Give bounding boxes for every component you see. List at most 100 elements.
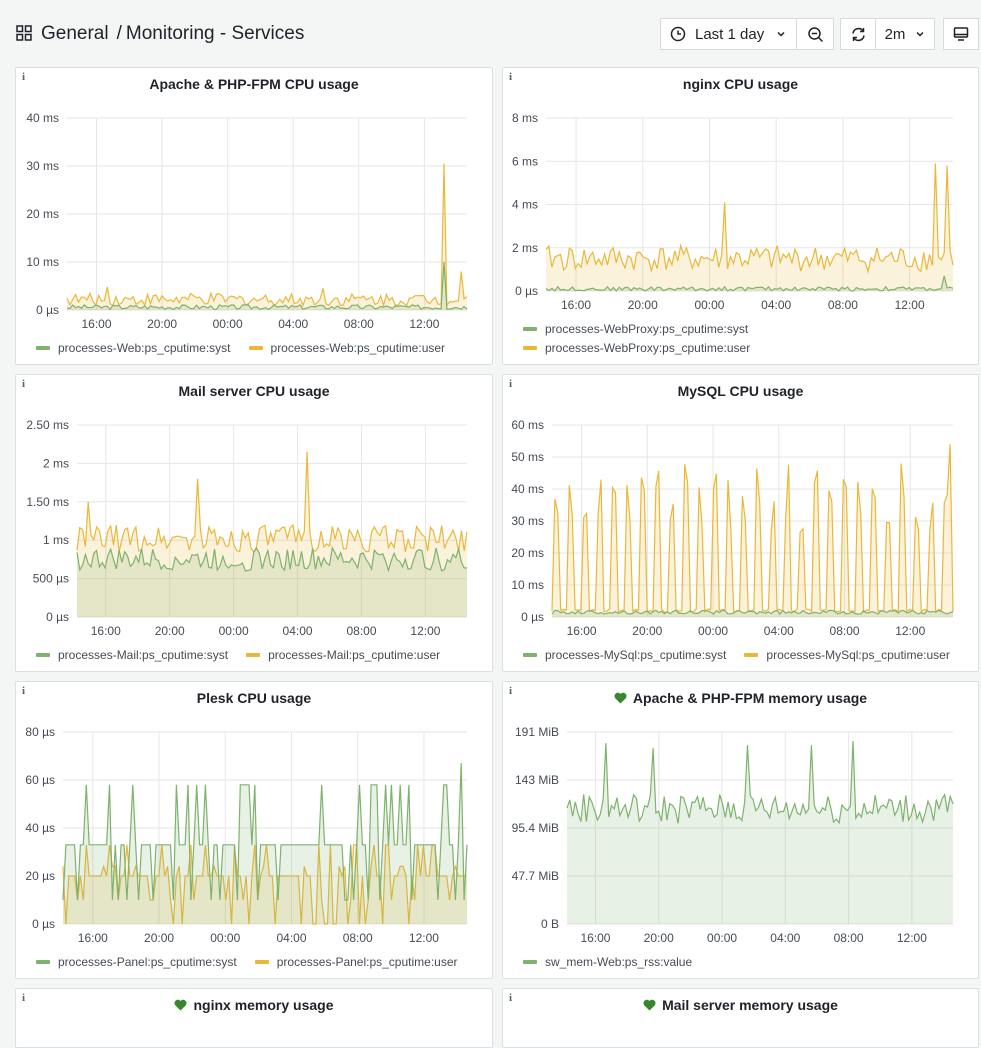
y-tick-label: 30 ms bbox=[26, 159, 59, 173]
tv-mode-button[interactable] bbox=[943, 18, 979, 50]
x-tick-label: 08:00 bbox=[344, 317, 374, 331]
panel-info-icon[interactable]: i bbox=[22, 992, 26, 1004]
y-tick-label: 6 ms bbox=[512, 154, 538, 168]
y-tick-label: 40 µs bbox=[25, 821, 55, 835]
x-tick-label: 20:00 bbox=[147, 317, 177, 331]
legend-item[interactable]: processes-MySql:ps_cputime:user bbox=[744, 648, 950, 662]
dashboard-grid-icon bbox=[16, 25, 32, 41]
y-tick-label: 0 µs bbox=[515, 284, 538, 298]
y-tick-label: 20 µs bbox=[25, 869, 55, 883]
series-area bbox=[552, 610, 953, 617]
x-tick-label: 20:00 bbox=[144, 931, 174, 945]
legend-item[interactable]: processes-Panel:ps_cputime:user bbox=[254, 955, 458, 969]
refresh-interval-label: 2m bbox=[884, 25, 906, 43]
refresh-interval-picker[interactable]: 2m bbox=[875, 18, 935, 50]
panel-legend: processes-MySql:ps_cputime:syst processes… bbox=[523, 648, 968, 662]
x-tick-label: 20:00 bbox=[628, 298, 658, 312]
legend-item[interactable]: processes-Mail:ps_cputime:user bbox=[246, 648, 440, 662]
legend-item[interactable]: processes-Web:ps_cputime:syst bbox=[36, 341, 231, 355]
panel-chart: 80 µs 60 µs 40 µs 20 µs 0 µs 16:00 20:00 00:00 0… bbox=[25, 725, 468, 945]
panel-1[interactable]: i Apache & PHP-FPM CPU usage 40 ms 30 ms 20 … bbox=[15, 67, 493, 365]
panel-chart: 8 ms 6 ms 4 ms 2 ms 0 µs 16:00 20:00 00:00 04:00… bbox=[512, 111, 954, 312]
y-tick-label: 1 ms bbox=[43, 533, 69, 547]
panel-title[interactable]: Mail server memory usage bbox=[503, 997, 978, 1013]
x-tick-label: 08:00 bbox=[343, 931, 373, 945]
panel-info-icon[interactable]: i bbox=[22, 378, 26, 390]
legend-item[interactable]: processes-Web:ps_cputime:user bbox=[248, 341, 445, 355]
legend-label: processes-Web:ps_cputime:syst bbox=[58, 341, 231, 355]
panel-3[interactable]: i Mail server CPU usage 2.50 ms 2 ms 1.50 ms… bbox=[15, 374, 493, 672]
panel-title[interactable]: Apache & PHP-FPM CPU usage bbox=[16, 76, 492, 92]
panel-legend: processes-Web:ps_cputime:syst processes-W… bbox=[36, 341, 463, 355]
panel-info-icon[interactable]: i bbox=[22, 71, 26, 83]
x-tick-label: 16:00 bbox=[81, 317, 111, 331]
chevron-down-icon bbox=[777, 31, 785, 37]
breadcrumb-dashboard[interactable]: Monitoring - Services bbox=[125, 23, 305, 44]
panel-title-text: Mail server memory usage bbox=[662, 997, 838, 1013]
panel-title[interactable]: nginx memory usage bbox=[16, 997, 492, 1013]
top-bar: General / Monitoring - Services Last 1 day… bbox=[0, 0, 981, 66]
x-tick-label: 16:00 bbox=[78, 931, 108, 945]
legend-item[interactable]: sw_mem-Web:ps_rss:value bbox=[523, 955, 692, 969]
time-range-picker[interactable]: Last 1 day bbox=[660, 18, 797, 50]
y-tick-label: 143 MiB bbox=[515, 773, 559, 787]
legend-item[interactable]: processes-WebProxy:ps_cputime:syst bbox=[523, 322, 750, 336]
panel-title[interactable]: Apache & PHP-FPM memory usage bbox=[503, 690, 978, 706]
time-range-label: Last 1 day bbox=[695, 25, 765, 43]
legend-swatch bbox=[523, 346, 537, 350]
x-tick-label: 16:00 bbox=[561, 298, 591, 312]
legend-swatch bbox=[523, 327, 537, 331]
legend-swatch bbox=[254, 960, 269, 964]
panel-legend: processes-Mail:ps_cputime:syst processes-… bbox=[36, 648, 458, 662]
legend-label: processes-Panel:ps_cputime:user bbox=[276, 955, 458, 969]
y-tick-label: 0 µs bbox=[36, 303, 59, 317]
panel-info-icon[interactable]: i bbox=[22, 685, 26, 697]
zoom-out-button[interactable] bbox=[796, 18, 834, 50]
panel-8[interactable]: i Mail server memory usage bbox=[502, 988, 979, 1048]
panel-7[interactable]: i nginx memory usage bbox=[15, 988, 493, 1048]
panel-title[interactable]: nginx CPU usage bbox=[503, 76, 978, 92]
refresh-button[interactable] bbox=[840, 18, 876, 50]
legend-label: processes-MySql:ps_cputime:syst bbox=[545, 648, 727, 662]
legend-label: processes-WebProxy:ps_cputime:syst bbox=[545, 322, 749, 336]
panel-title-text: Plesk CPU usage bbox=[196, 690, 312, 706]
panel-5[interactable]: i Plesk CPU usage 80 µs 60 µs 40 µs 20 µs 0 µs… bbox=[15, 681, 493, 979]
panel-legend: sw_mem-Web:ps_rss:value bbox=[523, 955, 710, 969]
panel-chart: 2.50 ms 2 ms 1.50 ms 1 ms 500 µs 0 µs 16:00 20:… bbox=[26, 418, 468, 638]
panel-title[interactable]: Mail server CPU usage bbox=[16, 383, 492, 399]
legend-swatch bbox=[246, 653, 261, 657]
panel-title[interactable]: MySQL CPU usage bbox=[503, 383, 978, 399]
panel-title-text: nginx memory usage bbox=[193, 997, 334, 1013]
legend-item[interactable]: processes-MySql:ps_cputime:syst bbox=[523, 648, 726, 662]
panel-4[interactable]: i MySQL CPU usage 60 ms 50 ms 40 ms 30 ms 20 m… bbox=[502, 374, 979, 672]
x-tick-label: 12:00 bbox=[410, 624, 440, 638]
y-tick-label: 95.4 MiB bbox=[512, 821, 559, 835]
y-tick-label: 500 µs bbox=[33, 572, 69, 586]
series-line bbox=[66, 163, 468, 308]
y-tick-label: 20 ms bbox=[511, 546, 544, 560]
breadcrumb-folder[interactable]: General bbox=[41, 23, 109, 44]
panel-title[interactable]: Plesk CPU usage bbox=[16, 690, 492, 706]
x-tick-label: 20:00 bbox=[644, 931, 674, 945]
panel-info-icon[interactable]: i bbox=[509, 378, 513, 390]
panel-chart: 40 ms 30 ms 20 ms 10 ms 0 µs 16:00 20:00 00:00 0… bbox=[26, 111, 468, 331]
legend-label: processes-Panel:ps_cputime:syst bbox=[58, 955, 237, 969]
y-tick-label: 40 ms bbox=[26, 111, 59, 125]
x-tick-label: 00:00 bbox=[698, 624, 728, 638]
legend-item[interactable]: processes-WebProxy:ps_cputime:user bbox=[523, 341, 750, 355]
panel-6[interactable]: i Apache & PHP-FPM memory usage 191 MiB 143… bbox=[502, 681, 979, 979]
legend-swatch bbox=[744, 653, 759, 657]
legend-item[interactable]: processes-Panel:ps_cputime:syst bbox=[36, 955, 237, 969]
y-tick-label: 2 ms bbox=[512, 241, 538, 255]
series-line bbox=[76, 451, 468, 554]
y-tick-label: 47.7 MiB bbox=[512, 869, 559, 883]
y-tick-label: 8 ms bbox=[512, 111, 538, 125]
panel-title-text: MySQL CPU usage bbox=[677, 383, 804, 399]
panel-info-icon[interactable]: i bbox=[509, 992, 513, 1004]
panel-info-icon[interactable]: i bbox=[509, 71, 513, 83]
legend-item[interactable]: processes-Mail:ps_cputime:syst bbox=[36, 648, 228, 662]
panel-2[interactable]: i nginx CPU usage 8 ms 6 ms 4 ms 2 ms 0 µs 16:0… bbox=[502, 67, 979, 365]
series-line bbox=[66, 261, 468, 311]
x-tick-label: 00:00 bbox=[707, 931, 737, 945]
panel-info-icon[interactable]: i bbox=[509, 685, 513, 697]
